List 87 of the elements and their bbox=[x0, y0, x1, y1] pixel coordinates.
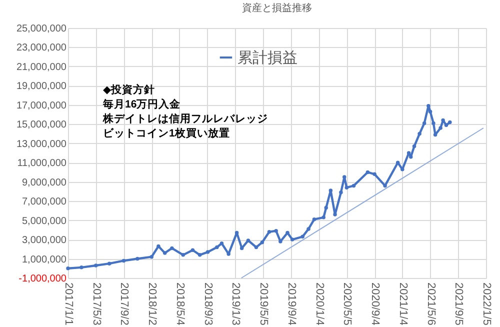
y-tick-label: 11,000,000 bbox=[17, 158, 67, 170]
x-tick-label: 2019/5/5 bbox=[258, 282, 270, 326]
x-tick-label: 2021/1/4 bbox=[396, 282, 409, 326]
point bbox=[352, 184, 356, 188]
x-tick-label: 2020/9/4 bbox=[369, 282, 382, 326]
point bbox=[306, 227, 310, 231]
point bbox=[181, 253, 185, 257]
point bbox=[226, 252, 230, 256]
point bbox=[267, 230, 272, 234]
point bbox=[324, 206, 328, 210]
point bbox=[80, 266, 84, 270]
point bbox=[300, 234, 304, 239]
point bbox=[422, 121, 426, 126]
point bbox=[156, 244, 160, 248]
y-tick-label: 1,000,000 bbox=[22, 254, 67, 266]
legend-label: 累計損益 bbox=[237, 50, 298, 66]
point bbox=[162, 251, 167, 255]
point bbox=[190, 248, 195, 252]
y-tick-label: 19,000,000 bbox=[16, 81, 67, 92]
point bbox=[412, 144, 416, 148]
point bbox=[215, 245, 219, 250]
point bbox=[372, 172, 376, 176]
x-tick-label: 2018/1/2 bbox=[146, 282, 158, 326]
x-tick-label: 2019/1/3 bbox=[230, 282, 242, 326]
point bbox=[220, 242, 224, 246]
point bbox=[107, 262, 112, 266]
x-tick-label: 2018/5/4 bbox=[174, 282, 186, 326]
point bbox=[312, 217, 316, 222]
point bbox=[339, 190, 343, 194]
y-tick-label: 25,000,000 bbox=[16, 24, 67, 34]
x-tick-label: 2020/1/4 bbox=[313, 282, 326, 326]
y-tick-label: 17,000,000 bbox=[16, 100, 67, 112]
point bbox=[383, 184, 387, 188]
point bbox=[448, 120, 452, 124]
x-tick-label: 2021/9/5 bbox=[452, 282, 465, 326]
x-tick-label: 2018/9/3 bbox=[202, 282, 214, 326]
point bbox=[94, 264, 98, 268]
point bbox=[170, 246, 174, 250]
point bbox=[438, 126, 442, 130]
point bbox=[444, 123, 448, 127]
point bbox=[240, 246, 244, 250]
point bbox=[428, 110, 432, 114]
point bbox=[333, 212, 337, 216]
y-tick-label: 13,000,000 bbox=[16, 138, 67, 150]
annotation: 毎月16万円入金 bbox=[102, 98, 182, 110]
y-tick-label: 5,000,000 bbox=[22, 216, 67, 227]
point bbox=[260, 240, 264, 244]
point bbox=[344, 186, 349, 190]
x-tick-label: 2022/1/5 bbox=[480, 282, 492, 326]
x-tick-label: 2020/5/5 bbox=[341, 282, 354, 326]
point bbox=[274, 229, 278, 233]
x-tick-label: 2017/9/2 bbox=[118, 282, 130, 326]
point bbox=[433, 132, 438, 137]
point bbox=[322, 216, 326, 220]
point bbox=[66, 266, 70, 270]
y-tick-label: 15,000,000 bbox=[16, 120, 67, 131]
annotation: 株デイトレは信用フルレバレッジ bbox=[102, 112, 268, 125]
y-tick-label: 9,000,000 bbox=[22, 177, 67, 188]
annotation: ◆投資方針 bbox=[103, 83, 156, 96]
point bbox=[150, 254, 154, 259]
point bbox=[432, 121, 436, 126]
point bbox=[278, 240, 282, 244]
point bbox=[206, 250, 210, 254]
point bbox=[328, 188, 333, 192]
point bbox=[198, 253, 202, 257]
point bbox=[342, 175, 346, 179]
point bbox=[426, 104, 430, 108]
point bbox=[122, 258, 126, 263]
point bbox=[254, 245, 258, 250]
y-tick-label: -1,000,000 bbox=[18, 274, 67, 284]
x-tick-label: 2017/1/1 bbox=[62, 282, 74, 326]
y-tick-label: 23,000,000 bbox=[16, 42, 67, 54]
y-tick-label: 21,000,000 bbox=[16, 62, 67, 73]
chart-title: 資産と損益推移 bbox=[242, 2, 312, 14]
point bbox=[418, 132, 422, 136]
point bbox=[290, 238, 294, 242]
y-tick-label: 3,000,000 bbox=[22, 235, 67, 246]
point bbox=[406, 151, 411, 155]
x-tick-label: 2017/5/3 bbox=[90, 282, 102, 326]
point bbox=[366, 170, 370, 174]
annotation: ビットコイン1枚買い放置 bbox=[103, 126, 230, 140]
point bbox=[246, 238, 250, 242]
y-tick-label: 7,000,000 bbox=[22, 196, 67, 208]
point bbox=[286, 230, 290, 235]
x-tick-label: 2019/9/4 bbox=[285, 282, 298, 326]
point bbox=[136, 256, 140, 261]
x-tick-label: 2021/5/6 bbox=[424, 282, 437, 326]
